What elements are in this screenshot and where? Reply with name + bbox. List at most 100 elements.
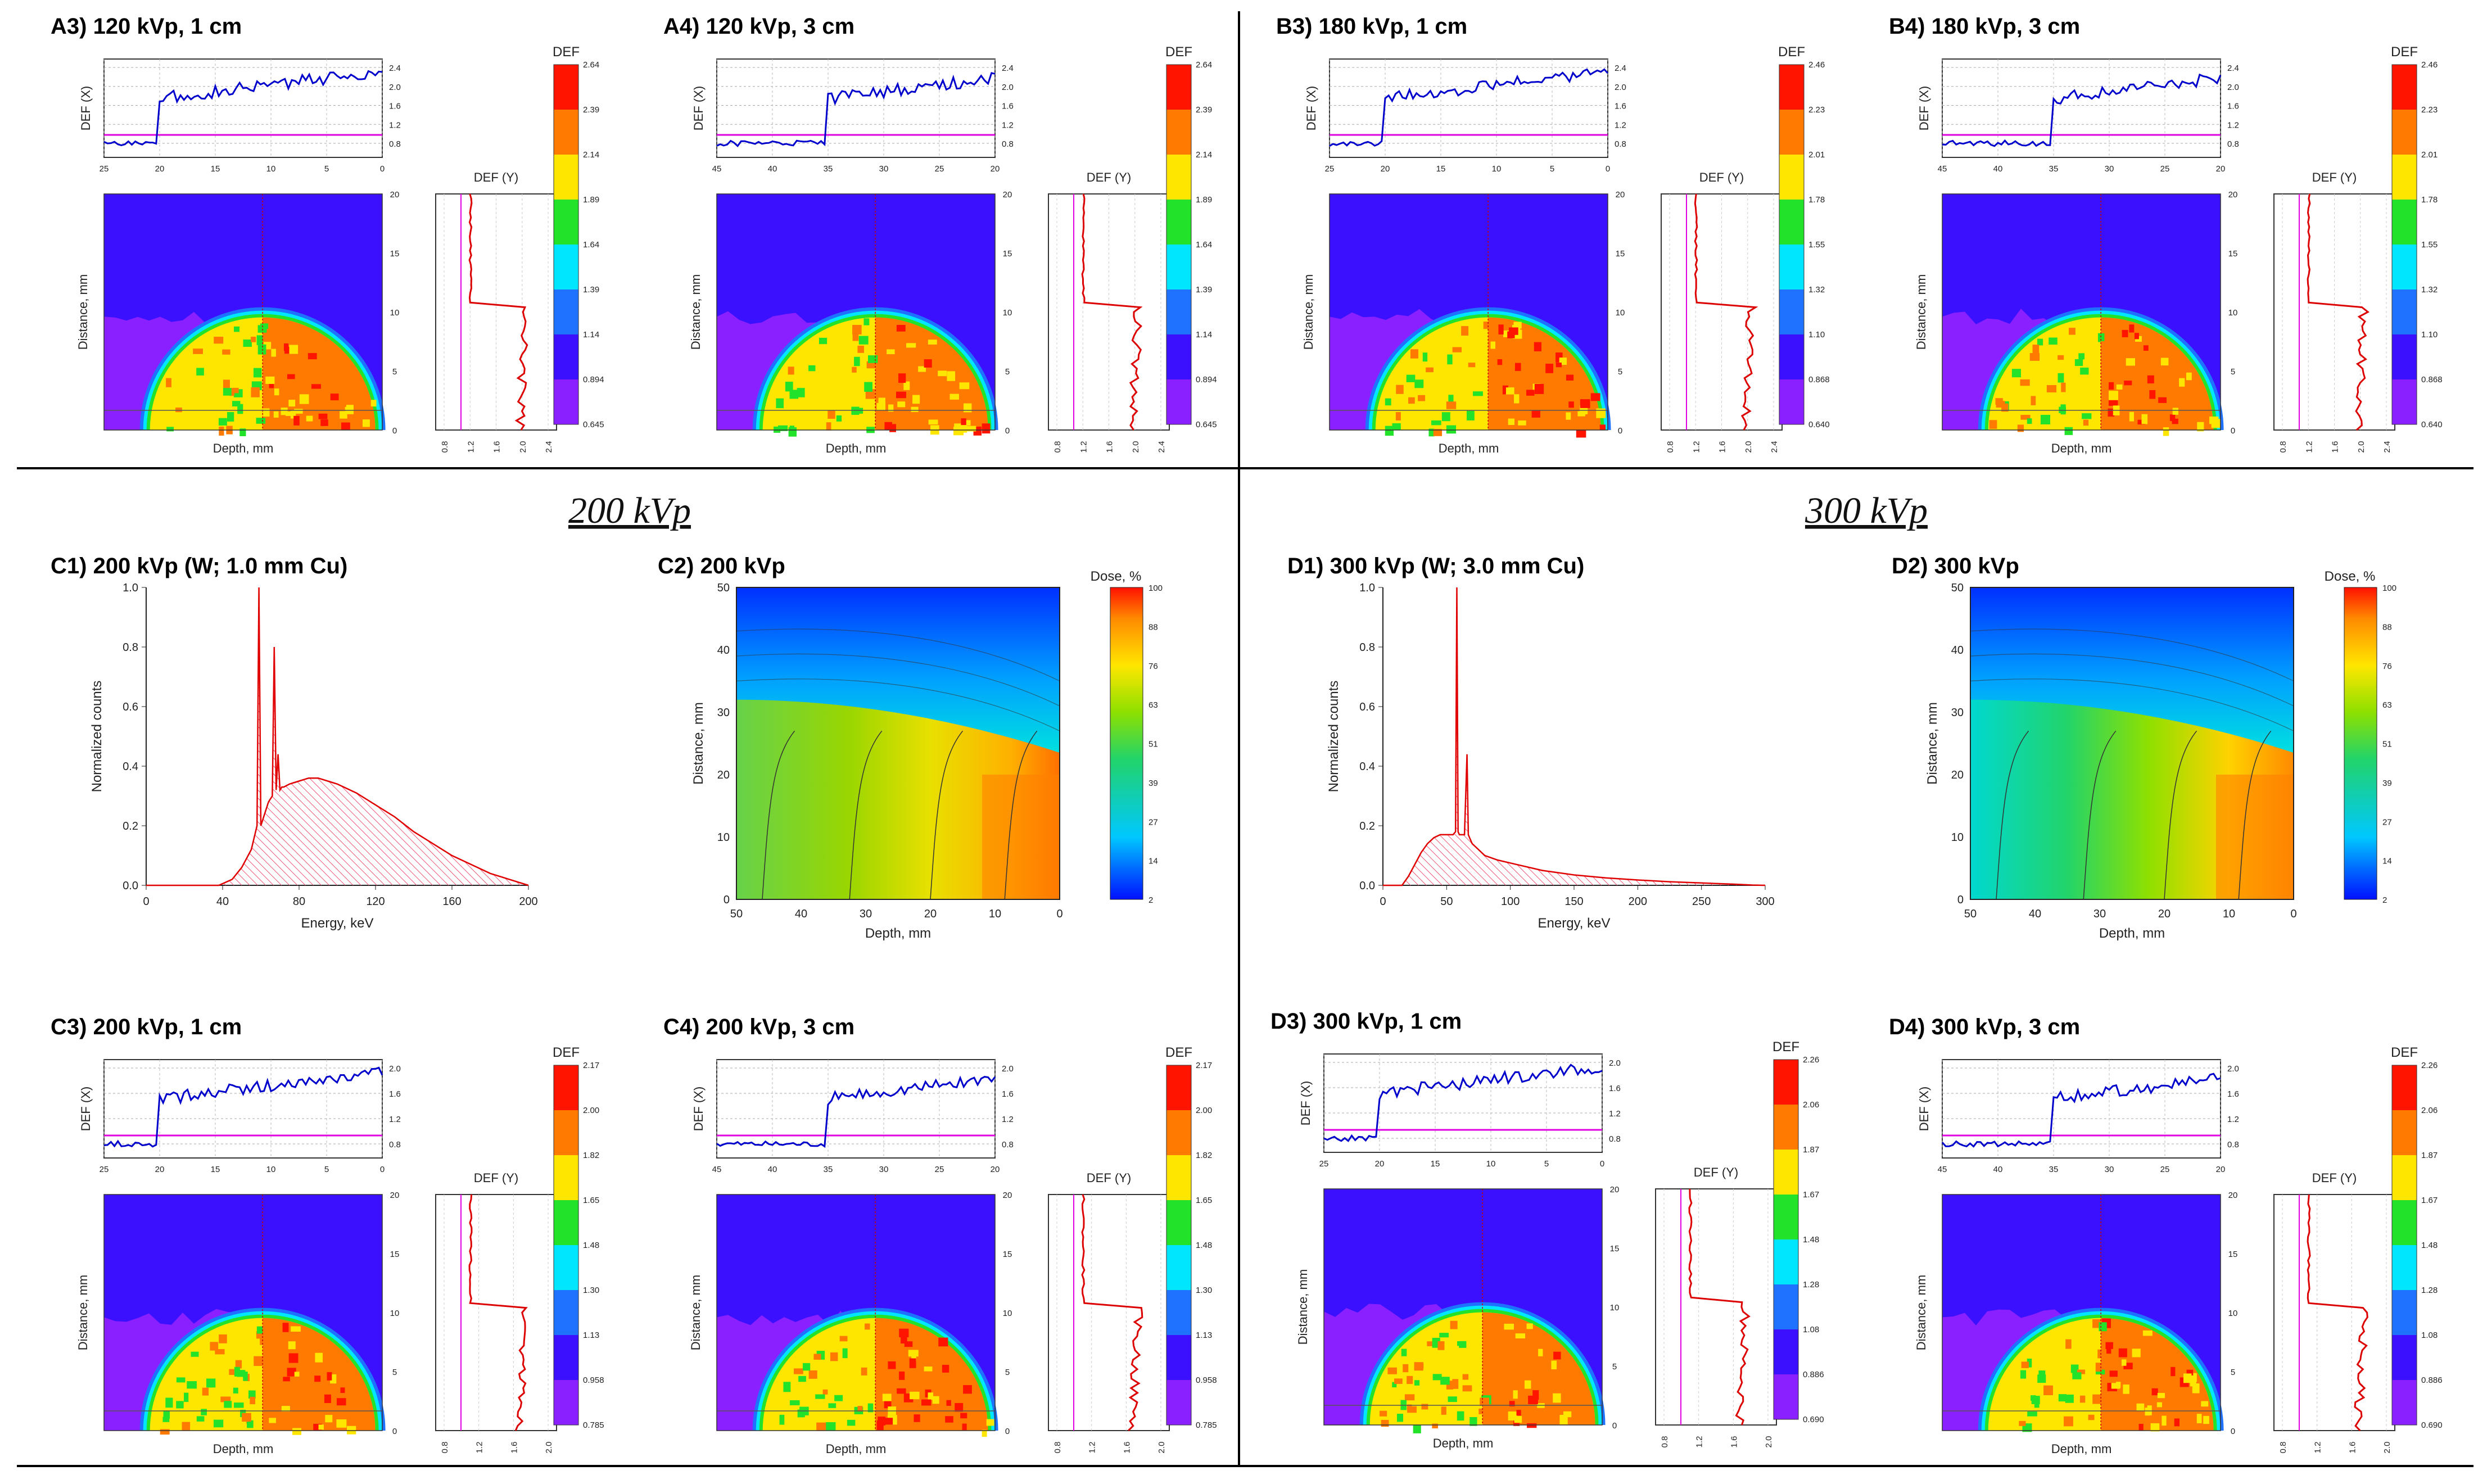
map-speckle [234, 1402, 244, 1408]
colorbar-tick: 1.55 [1808, 240, 1825, 250]
map-speckle [290, 410, 296, 419]
map-x-tick: 35 [2049, 1165, 2059, 1174]
map-speckle [828, 410, 835, 419]
map-speckle [1410, 349, 1418, 359]
spectrum-y-tick: 0.4 [1359, 761, 1375, 773]
map-speckle [1441, 412, 1450, 422]
map-frame [103, 193, 383, 431]
map-speckle [213, 1419, 224, 1428]
map-speckle [1580, 399, 1590, 408]
colorbar-tick: 1.87 [2421, 1151, 2438, 1160]
map-speckle [1508, 327, 1518, 335]
defx-tick: 0.8 [389, 1140, 401, 1150]
map-speckle [219, 426, 224, 436]
colorbar-tick: 2.06 [1803, 1100, 1819, 1110]
map-speckle [2061, 382, 2066, 392]
map-speckle [2017, 424, 2024, 432]
dose-contour-top [1970, 628, 2294, 682]
map-speckle [247, 1420, 254, 1428]
dose-y-tick: 0 [1957, 894, 1964, 906]
map-y-label: Distance, mm [689, 1275, 703, 1350]
map-x-tick: 5 [324, 1165, 329, 1174]
defx-tick: 2.4 [1002, 64, 1014, 73]
defy-profile-line [1694, 193, 1758, 431]
colorbar-tick: 1.64 [1196, 240, 1212, 250]
map-speckle [2109, 1370, 2118, 1377]
map-x-label: Depth, mm [213, 441, 274, 455]
colorbar-title: DEF [2391, 1045, 2418, 1060]
colorbar-tick: 1.14 [583, 330, 599, 340]
map-x-tick: 45 [1938, 164, 1947, 174]
map-speckle [2097, 333, 2105, 342]
spectrum-y-tick: 0.2 [123, 820, 138, 833]
map-speckle [237, 404, 243, 414]
map-speckle [1403, 1364, 1409, 1373]
colorbar-band [2392, 1065, 2417, 1110]
map-speckle [2151, 1388, 2158, 1396]
defy-tick: 1.2 [1692, 441, 1701, 453]
map-speckle [830, 1352, 838, 1361]
dose-x-tick: 20 [2158, 908, 2171, 920]
dose-frame [736, 587, 1060, 900]
dose-y-tick: 40 [717, 644, 730, 657]
defx-profile-line [716, 1075, 996, 1148]
map-core-orange [1482, 1312, 1595, 1425]
colorbar-tick: 2.23 [2421, 105, 2438, 115]
map-speckle [982, 423, 991, 434]
map-speckle [176, 1401, 184, 1409]
map-speckle [2080, 367, 2089, 375]
colorbar-title: DEF [1772, 1039, 1799, 1055]
colorbar-tick: 0.690 [1803, 1415, 1824, 1424]
map-speckle [878, 397, 885, 403]
map-speckle [1432, 1423, 1438, 1429]
map-y-tick: 5 [392, 367, 397, 377]
map-speckle [961, 418, 966, 426]
map-x-tick: 25 [935, 1165, 944, 1174]
map-speckle [798, 1376, 806, 1382]
map-core-orange [2101, 1318, 2214, 1431]
map-speckle [2088, 1414, 2095, 1420]
map-speckle [938, 1337, 948, 1347]
colorbar-band [1774, 1284, 1798, 1329]
map-speckle [1516, 1410, 1521, 1416]
dose-colorbar-tick: 39 [2382, 779, 2392, 788]
defy-title: DEF (Y) [2312, 1171, 2357, 1185]
map-speckle [1427, 1341, 1436, 1346]
map-speckle [822, 1389, 828, 1395]
map-speckle [864, 382, 873, 392]
map-core-orange [2101, 317, 2214, 430]
map-speckle [324, 1394, 331, 1403]
map-speckle [1380, 1410, 1387, 1417]
dose-colorbar [2344, 587, 2377, 900]
colorbar-band [554, 200, 578, 245]
map-speckle [1502, 385, 1508, 395]
colorbar-band [1779, 379, 1804, 424]
map-speckle [2027, 1358, 2032, 1368]
map-speckle [2074, 359, 2083, 367]
colorbar-band [1166, 110, 1191, 155]
map-speckle [826, 1422, 836, 1431]
map-x-tick: 0 [1606, 164, 1610, 174]
map-speckle [834, 1395, 843, 1401]
map-speckle [293, 415, 300, 426]
map-speckle [2147, 375, 2154, 384]
map-speckle [274, 388, 279, 396]
defx-tick: 2.0 [1002, 1064, 1014, 1074]
map-speckle [2021, 1361, 2029, 1368]
dose-colorbar-tick: 51 [1148, 740, 1158, 749]
defy-tick: 1.2 [2304, 441, 2314, 453]
dose-x-tick: 20 [924, 908, 937, 920]
colorbar-band [2392, 200, 2417, 245]
map-speckle [903, 381, 910, 390]
map-speckle [1504, 1323, 1514, 1330]
map-x-label: Depth, mm [826, 441, 887, 455]
colorbar-band [1779, 110, 1804, 155]
colorbar-tick: 2.46 [1808, 60, 1825, 70]
map-x-tick: 35 [2049, 164, 2059, 174]
colorbar-tick: 0.785 [583, 1420, 604, 1430]
map-speckle [1414, 1380, 1420, 1386]
panel-title: D3) 300 kVp, 1 cm [1270, 1009, 1462, 1034]
map-speckle [813, 1354, 821, 1360]
defy-tick: 0.8 [1053, 441, 1062, 453]
map-speckle [1590, 393, 1600, 401]
